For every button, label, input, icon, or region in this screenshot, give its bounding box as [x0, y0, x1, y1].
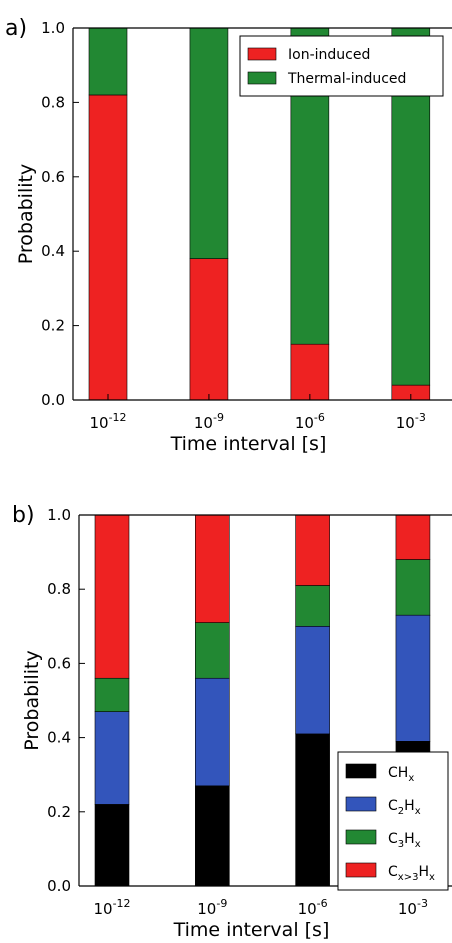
panel-a: a) 0.0 0.2 0.4 0.6 0.8 1.0 10-12 10-9 10-6 10-3 Tim…	[5, 16, 452, 455]
y-tick-label: 0.0	[41, 391, 65, 409]
y-tick-label: 0.6	[47, 654, 71, 672]
x-axis-label: Time interval [s]	[173, 919, 330, 941]
bar-segment	[189, 27, 229, 259]
x-tick-label: 10-3	[398, 897, 428, 918]
y-tick-label: 0.6	[41, 168, 65, 186]
x-tick-label: 10-12	[93, 897, 130, 918]
legend-swatch	[345, 862, 377, 878]
legend-box	[239, 35, 444, 97]
x-axis-label: Time interval [s]	[170, 433, 327, 455]
y-tick-label: 0.0	[47, 877, 71, 895]
legend-swatch	[247, 71, 277, 85]
bar-segment	[94, 711, 130, 805]
legend-swatch	[345, 796, 377, 812]
bar-segment	[395, 614, 431, 742]
bar-segment	[94, 804, 130, 887]
y-tick-label: 1.0	[41, 19, 65, 37]
x-tick-label: 10-6	[295, 411, 325, 432]
bar-segment	[189, 258, 229, 401]
y-tick-label: 1.0	[47, 506, 71, 524]
bar-segment	[94, 514, 130, 679]
bar-segment	[295, 514, 330, 586]
y-axis-label: Probability	[21, 650, 43, 750]
bar-segment	[195, 514, 230, 623]
x-tick-label: 10-6	[298, 897, 328, 918]
y-tick-label: 0.8	[47, 580, 71, 598]
x-tick-label: 10-9	[197, 897, 227, 918]
legend: CHx C2Hx C3Hx Cx>3Hx	[337, 751, 449, 891]
bar-segment	[88, 27, 128, 96]
legend-swatch	[345, 829, 377, 845]
bar-segment	[395, 514, 431, 560]
bar-segment	[295, 733, 330, 887]
bar-segment	[195, 677, 230, 787]
legend-entry: C2Hx	[388, 798, 421, 817]
legend-entry: Cx>3Hx	[388, 864, 435, 883]
bar-segment	[395, 559, 431, 616]
bar-segment	[88, 94, 128, 401]
y-tick-label: 0.4	[47, 729, 71, 747]
bar-segment	[94, 677, 130, 712]
bar-segment	[290, 343, 330, 401]
legend-entry: CHx	[388, 765, 414, 784]
bar-segment	[195, 622, 230, 679]
x-tick-label: 10-9	[194, 411, 224, 432]
legend-entry: Ion-induced	[288, 47, 370, 63]
x-tick-label: 10-12	[89, 411, 126, 432]
y-tick-label: 0.2	[47, 803, 71, 821]
bar-segment	[195, 785, 230, 887]
panel-letter: a)	[5, 16, 27, 41]
legend-swatch	[345, 763, 377, 779]
x-tick-label: 10-3	[396, 411, 426, 432]
legend: Ion-induced Thermal-induced	[239, 35, 444, 97]
legend-entry: Thermal-induced	[287, 71, 406, 87]
y-tick-label: 0.4	[41, 242, 65, 260]
legend-entry: C3Hx	[388, 831, 421, 850]
y-tick-label: 0.8	[41, 93, 65, 111]
legend-swatch	[247, 47, 277, 61]
panel-b: b) 0.0 0.2 0.4 0.6 0.8 1.0 10-12 10-9 10-6 10-3 Tim…	[12, 503, 452, 941]
bar-segment	[295, 625, 330, 735]
y-tick-label: 0.2	[41, 317, 65, 335]
y-axis-label: Probability	[15, 164, 37, 264]
panel-letter: b)	[12, 503, 35, 528]
bar-segment	[295, 585, 330, 627]
